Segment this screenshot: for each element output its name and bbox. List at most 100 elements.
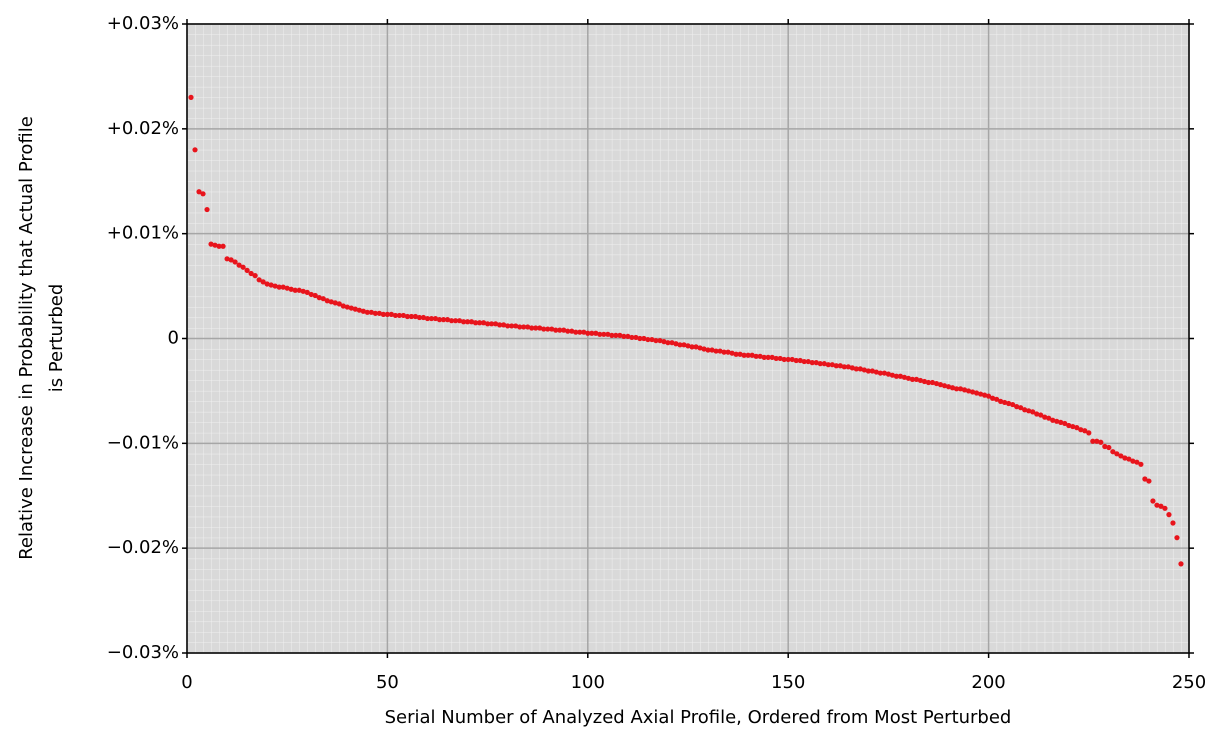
point	[1138, 461, 1144, 467]
point	[1062, 420, 1068, 427]
point	[949, 385, 956, 391]
point	[905, 375, 912, 381]
point	[913, 376, 920, 382]
point	[541, 326, 547, 332]
point	[356, 307, 362, 313]
point	[657, 337, 663, 344]
point	[1050, 417, 1056, 423]
point	[945, 384, 952, 390]
point	[1042, 414, 1048, 420]
point	[549, 326, 555, 332]
point	[216, 243, 222, 249]
point	[1094, 438, 1100, 444]
point	[825, 362, 831, 368]
point	[721, 349, 727, 355]
point	[1090, 438, 1096, 444]
point	[416, 314, 423, 321]
point	[705, 347, 711, 353]
point	[240, 264, 246, 270]
point	[749, 352, 755, 358]
point	[1154, 502, 1160, 508]
x-tick-label: 150	[771, 672, 805, 693]
point	[1066, 422, 1072, 429]
point	[448, 318, 455, 324]
point	[1082, 428, 1088, 434]
point	[897, 373, 904, 379]
point	[793, 357, 799, 364]
point	[408, 313, 415, 320]
point	[994, 396, 1000, 402]
point	[609, 332, 615, 338]
point	[625, 333, 631, 340]
y-tick-label: +0.01%	[107, 223, 179, 244]
point	[456, 318, 463, 324]
point	[376, 310, 382, 316]
point	[204, 206, 210, 213]
point	[585, 330, 591, 336]
point	[452, 318, 459, 324]
point	[1122, 455, 1128, 461]
point	[713, 348, 719, 354]
point	[332, 300, 338, 306]
point	[965, 388, 972, 394]
point	[284, 285, 290, 291]
point	[969, 389, 976, 395]
point	[296, 287, 302, 293]
point	[1146, 478, 1152, 484]
point	[252, 273, 258, 279]
point	[589, 330, 595, 336]
point	[436, 317, 443, 323]
point	[493, 321, 499, 327]
point	[605, 331, 611, 337]
point	[941, 383, 948, 389]
point	[645, 336, 651, 343]
point	[525, 324, 531, 330]
point	[320, 296, 326, 302]
point	[1134, 459, 1140, 465]
point	[1142, 476, 1148, 482]
point	[224, 256, 230, 262]
point	[685, 343, 691, 349]
point	[424, 315, 431, 322]
point	[352, 306, 358, 312]
point	[1106, 444, 1112, 451]
point	[693, 344, 699, 350]
point	[1170, 520, 1176, 526]
point	[885, 371, 892, 377]
point	[513, 323, 519, 329]
point	[460, 319, 467, 325]
point	[753, 353, 759, 359]
point	[673, 341, 679, 347]
point	[737, 351, 743, 357]
point	[384, 311, 390, 317]
point	[817, 361, 823, 367]
point	[1010, 401, 1016, 408]
point	[420, 314, 427, 321]
point	[1034, 411, 1040, 417]
point	[545, 326, 551, 332]
point	[468, 319, 475, 325]
point	[380, 311, 386, 317]
point	[577, 329, 583, 335]
point	[889, 372, 896, 378]
point	[741, 352, 747, 358]
point	[553, 327, 559, 333]
point	[1158, 503, 1164, 509]
point	[304, 289, 310, 295]
points	[188, 94, 1184, 567]
point	[853, 366, 859, 372]
point	[1098, 439, 1104, 445]
point	[857, 366, 863, 372]
point	[901, 374, 908, 380]
point	[1086, 430, 1092, 436]
point	[573, 329, 579, 335]
point	[480, 320, 487, 326]
point	[1110, 449, 1116, 455]
point	[316, 295, 322, 301]
point	[709, 347, 715, 353]
point	[1006, 400, 1012, 407]
point	[364, 309, 370, 315]
point	[1058, 419, 1064, 425]
point	[641, 335, 647, 342]
y-tick-label: −0.01%	[107, 432, 179, 453]
